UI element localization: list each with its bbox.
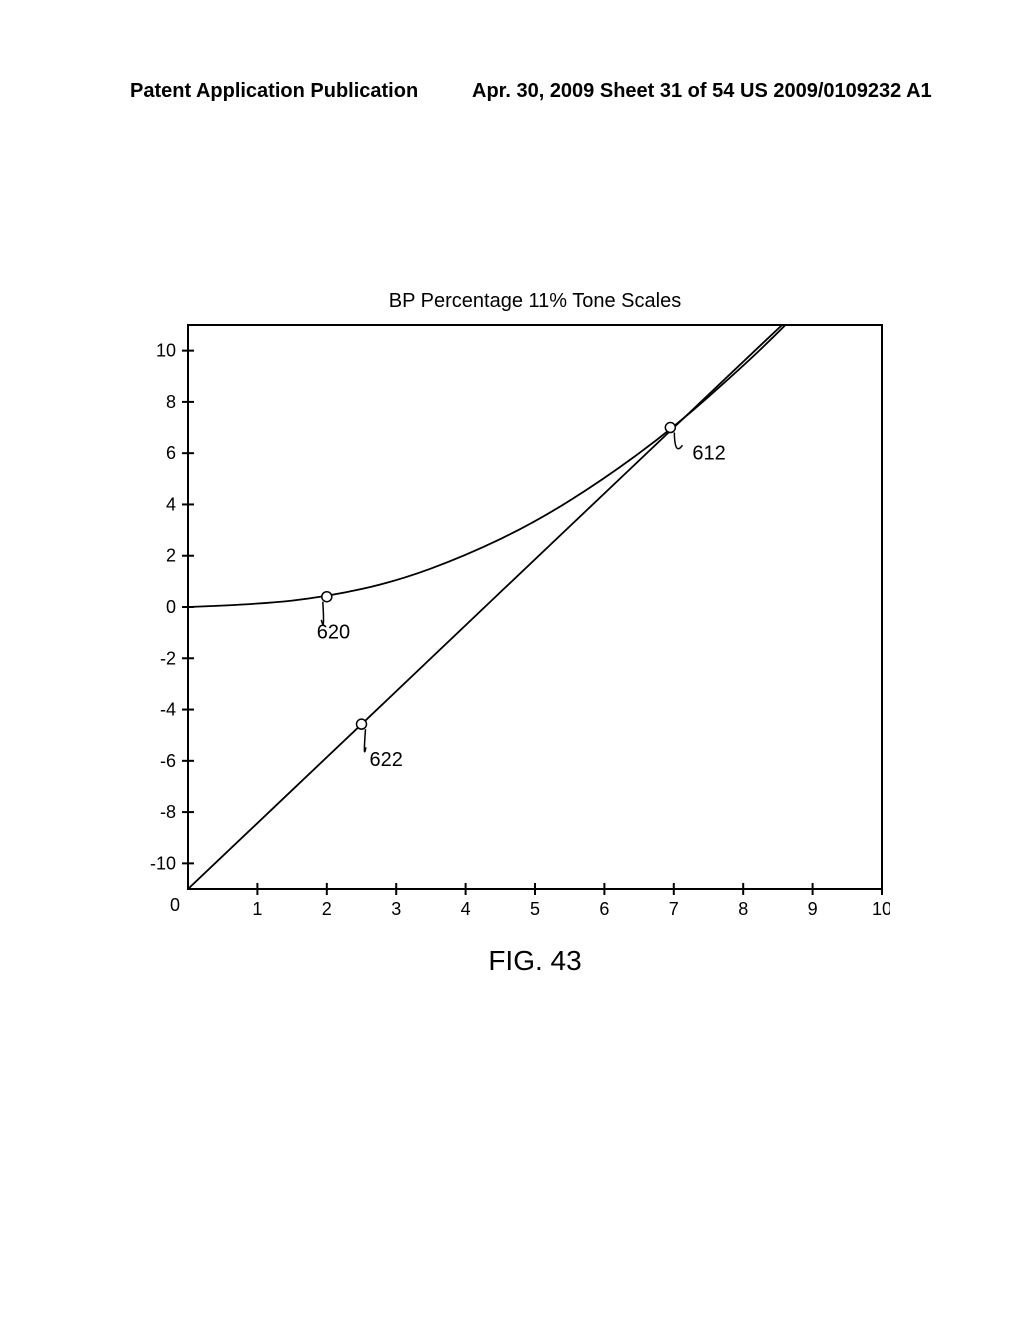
y-tick-label: -4 [160, 700, 176, 720]
y-tick-label: -6 [160, 751, 176, 771]
x-tick-label: 4 [461, 899, 471, 919]
y-tick-label: 8 [166, 392, 176, 412]
header-center: Apr. 30, 2009 Sheet 31 of 54 [472, 80, 734, 103]
x-tick-label: 10 [872, 899, 890, 919]
x-tick-label: 7 [669, 899, 679, 919]
header-right: US 2009/0109232 A1 [740, 80, 932, 103]
annotation-620: 620 [317, 622, 350, 644]
x-tick-label: 1 [252, 899, 262, 919]
leader-612 [674, 433, 682, 449]
chart-title: BP Percentage 11% Tone Scales [120, 290, 890, 313]
marker-612 [665, 423, 675, 433]
x-tick-label: 2 [322, 899, 332, 919]
marker-620 [322, 592, 332, 602]
y-tick-label: 2 [166, 546, 176, 566]
y-tick-label: -2 [160, 648, 176, 668]
chart-container: BP Percentage 11% Tone Scales 1234567891… [120, 290, 890, 977]
annotation-612: 612 [692, 443, 725, 465]
marker-622 [357, 719, 367, 729]
x-tick-label: 5 [530, 899, 540, 919]
header-left: Patent Application Publication [130, 80, 418, 103]
y-tick-label: 0 [166, 597, 176, 617]
leader-622 [364, 729, 366, 752]
y-tick-label: 10 [156, 341, 176, 361]
x-tick-label: 3 [391, 899, 401, 919]
tone-scale-chart: 1 2 3 4 5 6 7 8 9 10 -10 -8 -6 -4 -2 0 2 4 6 8 10 0 612 620 622 [120, 315, 890, 935]
y-tick-label: 4 [166, 494, 176, 514]
y-tick-label: -10 [150, 853, 176, 873]
x-tick-label: 6 [599, 899, 609, 919]
curve-lower [188, 325, 782, 889]
x-tick-label: 8 [738, 899, 748, 919]
y-tick-label: 6 [166, 443, 176, 463]
x-tick-label: 9 [808, 899, 818, 919]
figure-label: FIG. 43 [120, 945, 890, 977]
annotation-622: 622 [370, 749, 403, 771]
y-tick-label: -8 [160, 802, 176, 822]
origin-label: 0 [170, 895, 180, 915]
